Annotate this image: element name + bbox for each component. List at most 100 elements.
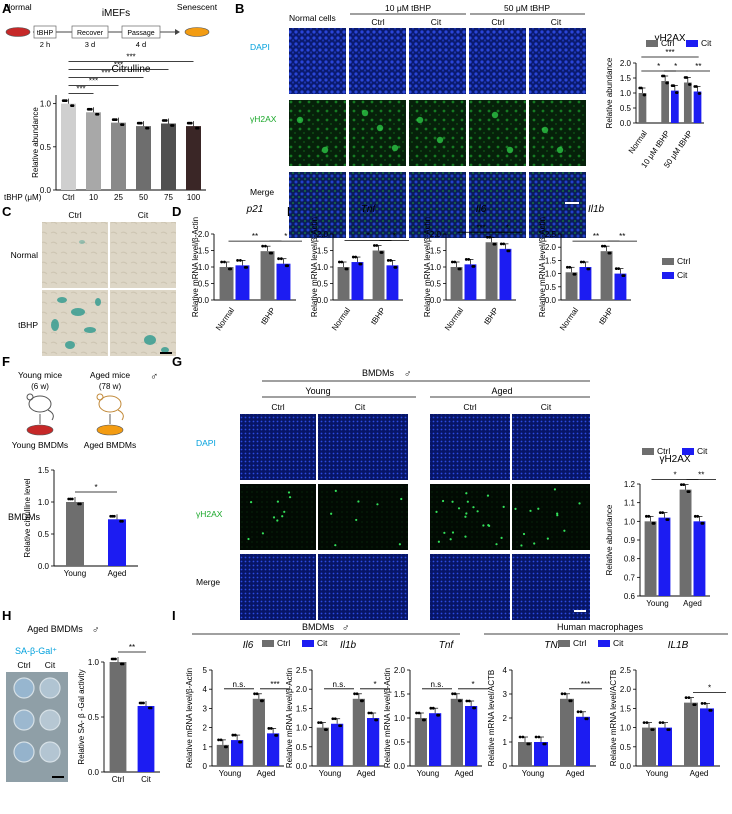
data-point [459,699,462,703]
bar-ctrl-0 [414,718,427,766]
bar-4 [161,123,176,190]
g-group-young: Young [305,386,330,396]
chart-title: Il1b [340,640,357,651]
bar-0 [109,662,127,772]
data-point [652,521,656,525]
data-point [270,251,274,255]
bar-cit-0 [464,264,477,300]
aged-mouse-icon [96,393,124,421]
g-image-dapi-4 [512,414,590,480]
h-col-cit: Cit [45,660,56,670]
step-tbhp-label: tBHP [37,30,54,37]
y-axis-label: Relative mRNA level/ACTB [487,670,496,766]
g-h2ax-focus [500,536,503,540]
bar-cit-1 [267,733,280,766]
x-tick-label: Aged [566,769,585,778]
b-image-merge-3 [409,172,466,238]
y-tick-label: 1.5 [620,704,632,713]
y-tick-label: 0 [503,762,508,771]
g-h2ax-focus [443,531,446,534]
panel-letter-c: C [2,204,12,219]
g-h2ax-focus [398,543,401,546]
b-h2ax-focus [556,146,564,154]
data-point [239,740,243,744]
data-point [79,502,82,506]
y-axis-label: Relative mRNA level/β-Actin [191,217,200,317]
data-point [502,242,506,246]
b-image-dapi-1 [289,28,346,94]
data-point [367,711,371,715]
y-tick-label: 1.5 [317,247,329,256]
data-point [685,76,689,79]
data-point [345,267,349,271]
data-point [667,728,671,731]
panel-h-wells: Aged BMDMs ♂ SA-β-Gal⁺ Ctrl Cit [6,624,100,782]
y-axis-label: Relative abundance [605,504,614,575]
data-point [369,711,373,715]
data-point [113,118,117,122]
chart-b: γH2AX 0.0 0.5 1.0 1.5 2.0 Relative abundance No… [605,33,712,170]
step-passage-box [121,25,161,39]
significance-label: *** [89,77,98,86]
panel-c-images: Ctrl Cit Normal tBHP [11,210,176,356]
bar-ctrl-0 [450,267,463,300]
h-scale-bar [52,776,64,778]
c-img-normal-cit [110,222,176,288]
y-tick-label: 1.1 [624,499,636,508]
data-point [658,721,662,724]
significance-label: ** [129,643,135,652]
data-point [587,267,591,271]
y-tick-label: 0.0 [38,562,50,571]
y-axis-label: Relative mRNA level/β-Actin [423,217,432,317]
g-h2ax-focus [502,505,505,508]
data-point [339,724,343,728]
y-tick-label: 1.0 [40,100,52,109]
y-axis-label: Relative mRNA level/β-Actin [538,217,547,317]
legend-swatch-cit [682,448,694,455]
y-tick-label: 4 [203,685,208,694]
data-point [380,251,384,254]
data-point [709,709,713,712]
x-tick-label: 100 [187,193,201,202]
y-axis-label: Relative mRNA level/ACTB [609,670,618,766]
data-point [684,696,688,700]
significance-label: * [657,62,660,71]
significance-label: *** [581,680,590,689]
data-point [286,264,290,268]
bar-cit-1 [671,90,679,123]
g-title-male: ♂ [404,369,412,380]
data-point [277,257,280,261]
b-row-dapi: DAPI [250,42,270,52]
g-image-merge-2 [318,554,408,620]
bar-cit-1 [386,265,399,300]
data-point [236,258,239,262]
b-h2ax-focus [491,111,499,119]
c-img-tbhp-cit [110,290,176,356]
b-h2ax-focus [361,109,369,117]
g-h2ax-focus [476,510,479,513]
data-point [229,267,233,271]
bar-ctrl-0 [638,93,647,123]
data-point [340,260,344,264]
h-well-grid [13,677,61,763]
chart-title: Tnf [361,204,377,215]
data-point [269,726,273,730]
y-tick-label: 1.0 [620,724,632,733]
g-col-2: Cit [355,402,366,412]
data-point [565,265,569,269]
f-male-symbol: ♂ [150,371,158,383]
y-tick-label: 1.5 [198,247,210,256]
g-h2ax-focus [465,512,468,515]
significance-label: *** [101,69,110,78]
g-h2ax-focus [537,507,540,510]
data-point [614,267,618,270]
data-point [534,735,538,739]
x-tick-label: 25 [114,193,123,202]
bar-0 [66,502,84,566]
significance-label: * [708,684,711,693]
data-point [317,721,320,724]
b-image-dapi-5 [529,28,586,94]
